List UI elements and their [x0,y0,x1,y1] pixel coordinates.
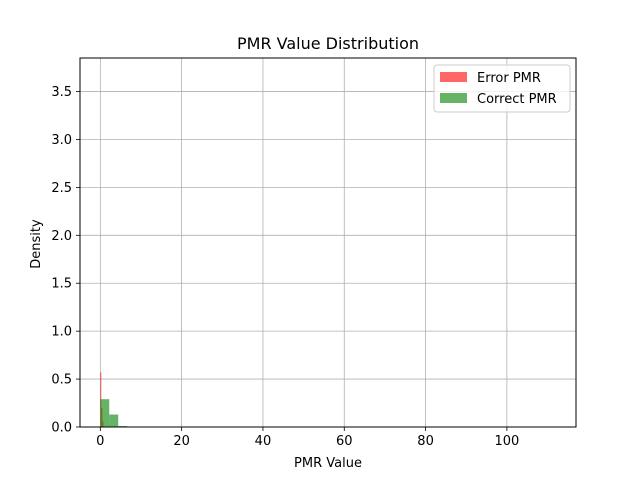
y-axis-label: Density [29,219,44,269]
correct-pmr-bar [100,399,110,427]
correct-pmr-legend-label: Correct PMR [477,92,557,107]
y-tick-label: 3.0 [51,133,72,148]
chart-title: PMR Value Distribution [237,34,419,53]
y-tick-label: 3.5 [51,85,72,100]
y-tick-label: 0.5 [51,373,72,388]
x-tick-label: 60 [336,434,353,449]
error-pmr-legend-swatch [440,72,467,82]
legend-box [433,64,571,113]
x-axis-ticks: 0 20 40 60 80 100 [96,427,519,449]
y-tick-label: 2.5 [51,181,72,196]
y-axis-ticks: 0.0 0.5 1.0 1.5 2.0 2.5 3.0 3.5 [51,85,80,436]
x-tick-label: 40 [255,434,272,449]
legend: Error PMR Correct PMR [433,64,571,113]
y-tick-label: 1.0 [51,325,72,340]
correct-pmr-bar [109,414,119,427]
y-tick-label: 1.5 [51,277,72,292]
grid-lines [80,58,576,428]
x-tick-label: 100 [494,434,519,449]
x-tick-label: 0 [96,434,104,449]
y-tick-label: 2.0 [51,229,72,244]
x-axis-label: PMR Value [294,456,362,471]
correct-pmr-legend-swatch [440,93,467,103]
y-tick-label: 0.0 [51,421,72,436]
plot-frame [79,57,577,428]
x-tick-label: 80 [417,434,434,449]
error-pmr-legend-label: Error PMR [477,71,541,86]
x-tick-label: 20 [173,434,190,449]
